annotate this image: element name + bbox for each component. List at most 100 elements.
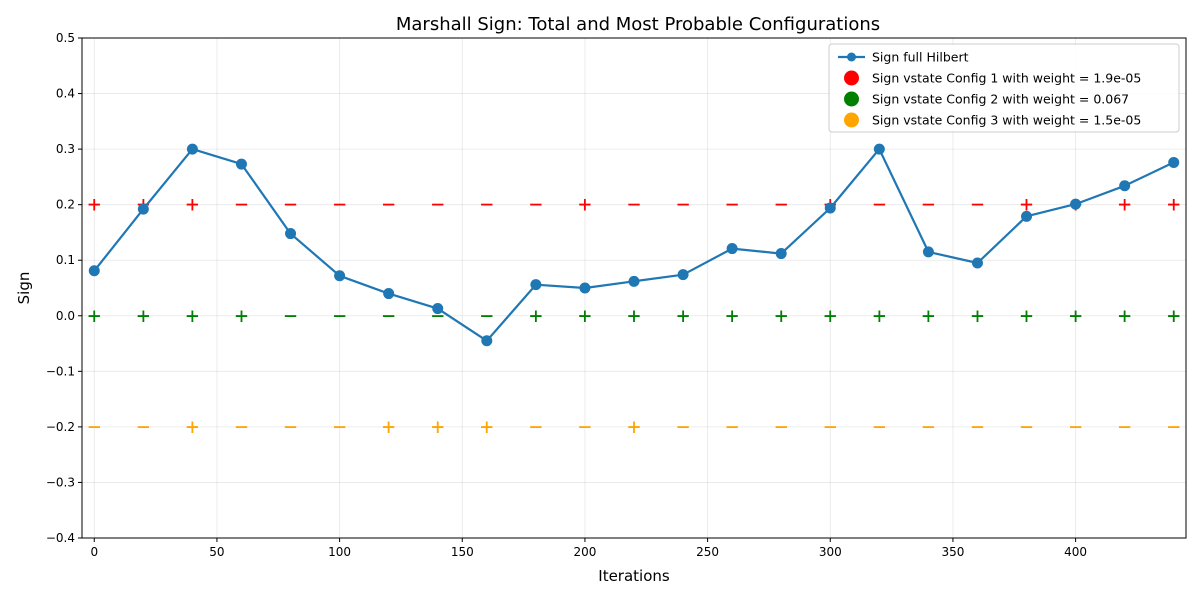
sign-marker: − [382, 193, 395, 218]
sign-marker: − [676, 415, 689, 440]
sign-marker: − [775, 415, 788, 440]
y-tick-label: −0.2 [46, 420, 75, 434]
sign-marker: − [971, 193, 984, 218]
sign-marker: + [1167, 304, 1180, 329]
data-point [432, 303, 444, 315]
legend: Sign full Hilbert Sign vstate Config 1 wi… [828, 43, 1180, 133]
sign-marker: − [284, 193, 297, 218]
sign-marker: + [873, 304, 886, 329]
x-tick-label: 100 [328, 545, 351, 559]
sign-marker: + [922, 304, 935, 329]
sign-marker: − [333, 193, 346, 218]
data-point [726, 243, 738, 255]
legend-swatch [844, 91, 859, 107]
sign-marker: + [1167, 193, 1180, 218]
data-point [1070, 198, 1082, 210]
y-tick-label: 0.0 [56, 309, 75, 323]
x-tick-label: 300 [819, 545, 842, 559]
sign-marker: + [627, 304, 640, 329]
x-tick-label: 50 [209, 545, 224, 559]
sign-marker: + [186, 304, 199, 329]
x-tick-label: 250 [696, 545, 719, 559]
x-tick-label: 0 [90, 545, 98, 559]
sign-marker: − [726, 415, 739, 440]
sign-marker: + [578, 304, 591, 329]
chart-title: Marshall Sign: Total and Most Probable C… [396, 14, 880, 35]
y-tick-label: −0.3 [46, 475, 75, 489]
sign-marker: + [235, 304, 248, 329]
sign-marker: − [333, 304, 346, 329]
data-point [824, 202, 836, 214]
data-point [1168, 156, 1180, 168]
sign-marker: + [186, 415, 199, 440]
sign-marker: + [431, 415, 444, 440]
sign-markers: + + + − − − − − − − + − − − − + − − − + + + + + + + + − − − − − + + + + + + + +… [88, 193, 1181, 440]
data-point [873, 143, 885, 155]
data-point [628, 275, 640, 287]
sign-marker: − [824, 415, 837, 440]
sign-marker: − [284, 304, 297, 329]
y-axis-ticks: −0.4 −0.3 −0.2 −0.1 0.0 0.1 0.2 0.3 0.4 0.5 [46, 31, 82, 545]
line-series [88, 143, 1180, 347]
data-point [1021, 210, 1033, 222]
data-point [971, 257, 983, 269]
x-axis-ticks: 0 50 100 150 200 250 300 350 400 [90, 538, 1087, 559]
sign-marker: − [676, 193, 689, 218]
y-tick-label: 0.5 [56, 31, 75, 45]
x-tick-label: 400 [1064, 545, 1087, 559]
sign-marker: + [137, 304, 150, 329]
data-point [530, 279, 542, 291]
sign-marker: + [88, 304, 101, 329]
data-point [383, 288, 395, 300]
data-point [334, 270, 346, 282]
sign-marker: − [627, 193, 640, 218]
y-tick-label: 0.4 [56, 87, 75, 101]
y-tick-label: −0.4 [46, 531, 75, 545]
sign-marker: − [480, 193, 493, 218]
x-tick-label: 350 [941, 545, 964, 559]
data-point [1119, 180, 1131, 192]
x-tick-label: 200 [573, 545, 596, 559]
data-point [775, 248, 787, 260]
sign-marker: − [1069, 415, 1082, 440]
sign-marker: + [529, 304, 542, 329]
data-point [579, 282, 591, 294]
legend-label: Sign vstate Config 2 with weight = 0.067 [872, 92, 1129, 107]
sign-marker: − [922, 193, 935, 218]
sign-marker: − [480, 304, 493, 329]
legend-swatch [844, 112, 859, 128]
sign-marker: − [235, 193, 248, 218]
sign-marker: − [333, 415, 346, 440]
data-point [137, 203, 149, 215]
legend-label: Sign vstate Config 1 with weight = 1.9e-… [872, 71, 1141, 86]
sign-marker: + [382, 415, 395, 440]
sign-marker: − [726, 193, 739, 218]
legend-label: Sign full Hilbert [872, 50, 969, 65]
y-tick-label: 0.1 [56, 253, 75, 267]
sign-marker: + [824, 304, 837, 329]
sign-marker: + [1118, 193, 1131, 218]
sign-marker: − [382, 304, 395, 329]
sign-marker: − [775, 193, 788, 218]
x-tick-label: 150 [451, 545, 474, 559]
sign-marker: + [1069, 304, 1082, 329]
sign-marker: + [971, 304, 984, 329]
data-point [481, 335, 493, 347]
sign-marker: + [88, 193, 101, 218]
sign-marker: + [1020, 304, 1033, 329]
sign-marker: − [431, 193, 444, 218]
legend-box [828, 43, 1180, 133]
sign-marker: + [1020, 193, 1033, 218]
sign-marker: − [922, 415, 935, 440]
data-point [677, 269, 689, 281]
y-tick-label: 0.2 [56, 198, 75, 212]
legend-swatch [844, 70, 859, 86]
sign-marker: + [726, 304, 739, 329]
sign-marker: + [775, 304, 788, 329]
legend-point-swatch [847, 52, 856, 62]
sign-marker: − [88, 415, 101, 440]
sign-marker: − [873, 415, 886, 440]
sign-marker: − [1020, 415, 1033, 440]
